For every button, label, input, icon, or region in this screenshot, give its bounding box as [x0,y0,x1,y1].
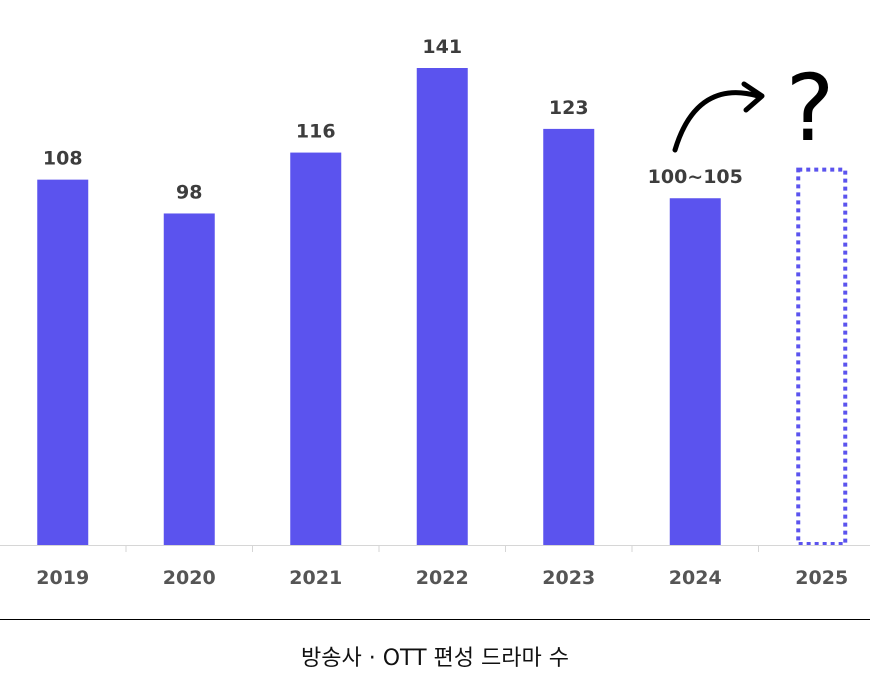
bar-2019 [37,179,89,545]
x-tick-label-2024: 2024 [669,567,722,589]
value-label-2022: 141 [422,36,462,58]
projected-question-mark: ? [786,55,835,162]
value-label-2021: 116 [296,121,336,143]
value-label-2024: 100~105 [648,166,743,188]
x-tick-label-2022: 2022 [416,567,469,589]
bar-2024 [669,198,721,545]
x-axis [0,545,870,552]
x-tick-label-2020: 2020 [163,567,216,589]
projected-bar-2025 [796,167,848,546]
value-label-2020: 98 [176,181,202,203]
x-tick-label-2021: 2021 [289,567,342,589]
bar-2022 [416,68,468,545]
value-labels-group: 108 98 116 141 123 100~105 [43,36,743,203]
chart-caption: 방송사 · OTT 편성 드라마 수 [301,646,569,671]
arrow-head-icon [741,81,765,113]
curved-arrow-icon [672,90,761,153]
x-tick-labels-group: 2019 2020 2021 2022 2023 2024 2025 [36,567,848,589]
x-tick-label-2019: 2019 [36,567,89,589]
bar-2020 [163,213,215,545]
bars-group [37,68,848,546]
bar-2023 [543,128,595,545]
value-label-2023: 123 [549,97,589,119]
bar-2021 [290,152,342,545]
x-tick-label-2025: 2025 [795,567,848,589]
x-tick-label-2023: 2023 [542,567,595,589]
value-label-2019: 108 [43,148,83,170]
caption-divider [0,619,870,620]
